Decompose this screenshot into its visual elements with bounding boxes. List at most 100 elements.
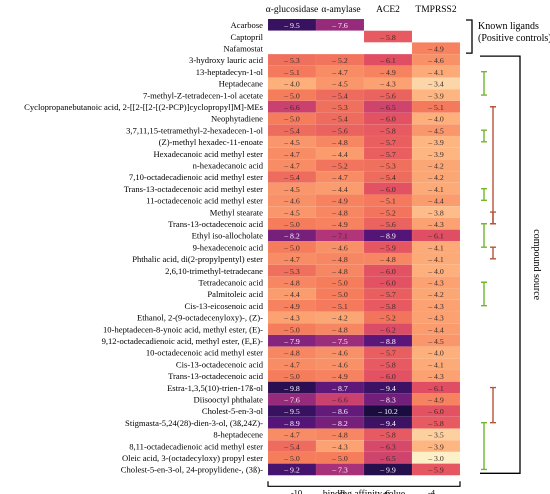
column-header-tmprss2: TMPRSS2 [415, 5, 456, 15]
row-label-12: n-hexadecanoic acid [193, 161, 264, 171]
cell-value-label: – 5.7 [379, 349, 396, 358]
cell-value-label: – 5.0 [283, 325, 300, 334]
row-label-6: 7-methyl-Z-tetradecen-1-ol acetate [143, 90, 263, 100]
heatmap-cell [411, 463, 461, 476]
heatmap-cell-empty [316, 30, 364, 43]
cell-value-label: – 4.7 [331, 173, 348, 182]
cell-value-label: – 5.1 [379, 197, 396, 206]
cell-value-label: – 4.4 [427, 325, 444, 334]
row-label-19: 9-hexadecenoic acid [193, 242, 264, 252]
cell-value-label: – 4.0 [427, 115, 444, 124]
row-label-26: 10-heptadecen-8-ynoic acid, methyl ester… [103, 324, 263, 334]
row-label-13: 7,10-octadecadienoic acid methyl ester [129, 172, 263, 182]
cell-value-label: – 4.3 [427, 372, 444, 381]
cell-value-label: – 4.5 [427, 337, 444, 346]
cell-value-label: – 6.1 [427, 384, 444, 393]
row-label-25: Ethanol, 2-(9-octadecenyloxy)-, (Z)- [137, 313, 263, 323]
cell-value-label: – 4.6 [331, 243, 348, 252]
cell-value-label: – 4.5 [283, 185, 300, 194]
cell-value-label: – 7.6 [331, 21, 348, 30]
heatmap-cell-empty [268, 30, 316, 43]
cell-value-label: – 4.1 [427, 68, 444, 77]
cell-value-label: – 9.9 [379, 466, 396, 475]
cell-value-label: – 5.0 [283, 372, 300, 381]
row-label-3: 3-hydroxy lauric acid [189, 55, 264, 65]
cell-value-label: – 5.2 [379, 314, 396, 323]
cell-value-label: – 5.6 [379, 91, 396, 100]
cell-value-label: – 5.0 [283, 115, 300, 124]
cell-value-label: – 8.3 [379, 396, 396, 405]
cell-value-label: – 4.7 [283, 360, 300, 369]
colorbar-title: binding affinity value [323, 488, 405, 494]
source-sub-bracket [481, 70, 487, 96]
source-sub-bracket [490, 246, 496, 260]
cell-value-label: – 3.9 [427, 91, 444, 100]
cell-value-label: – 4.8 [331, 325, 348, 334]
cell-value-label: – 4.7 [283, 162, 300, 171]
cell-value-label: – 5.8 [379, 33, 396, 42]
cell-value-label: – 6.1 [427, 232, 444, 241]
column-header-amylase: α-amylase [321, 5, 360, 15]
group-label-positive-controls-line-1: (Positive controls) [478, 33, 550, 44]
row-label-5: Heptadecane [219, 79, 264, 89]
row-label-32: Diisooctyl phthalate [194, 395, 264, 405]
cell-value-label: – 6.0 [379, 372, 396, 381]
colorbar-tick-label: -6 [383, 487, 390, 494]
row-label-17: Trans-13-octadecenoic acid [168, 219, 264, 229]
row-label-31: Estra-1,3,5(10)-trien-17ß-ol [167, 383, 264, 393]
cell-value-label: – 3.9 [427, 138, 444, 147]
cell-value-label: – 4.3 [427, 279, 444, 288]
row-label-10: (Z)-methyl hexadec-11-enoate [159, 137, 264, 147]
row-label-9: 3,7,11,15-tetramethyl-2-hexadecen-1-ol [126, 125, 263, 135]
source-sub-bracket [481, 129, 487, 143]
cell-value-label: – 5.3 [283, 56, 300, 65]
cell-value-label: – 5.8 [427, 419, 444, 428]
cell-value-label: – 5.0 [331, 454, 348, 463]
source-sub-bracket [481, 187, 487, 202]
cell-value-label: – 5.8 [379, 431, 396, 440]
heatmap-cell [411, 112, 461, 125]
cell-value-label: – 8.6 [331, 407, 348, 416]
colorbar-tick-label: -8 [338, 487, 345, 494]
cell-value-label: – 4.1 [427, 243, 444, 252]
cell-value-label: – 10.2 [377, 407, 398, 416]
cell-value-label: – 5.4 [331, 115, 348, 124]
cell-value-label: – 7.1 [331, 232, 348, 241]
cell-value-label: – 4.8 [331, 255, 348, 264]
source-sub-bracket [481, 421, 487, 471]
cell-value-label: – 7.9 [283, 337, 300, 346]
cell-value-label: – 4.3 [427, 220, 444, 229]
cell-value-label: – 5.8 [379, 126, 396, 135]
cell-value-label: – 4.4 [283, 290, 300, 299]
cell-value-label: – 4.6 [283, 197, 300, 206]
colorbar-axis-bracket [267, 481, 461, 487]
row-label-1: Captopril [231, 32, 264, 42]
row-label-33: Cholest-5-en-3-ol [202, 406, 264, 416]
cell-value-label: – 4.9 [283, 302, 300, 311]
cell-value-label: – 5.0 [283, 243, 300, 252]
cell-value-label: – 5.9 [379, 243, 396, 252]
cell-value-label: – 5.4 [379, 173, 396, 182]
cell-value-label: – 4.3 [427, 314, 444, 323]
cell-value-label: – 4.6 [331, 349, 348, 358]
cell-value-label: – 8.8 [379, 337, 396, 346]
cell-value-label: – 4.9 [427, 45, 444, 54]
cell-value-label: – 7.6 [283, 396, 300, 405]
cell-value-label: – 4.6 [427, 56, 444, 65]
heatmap-cell [411, 53, 461, 66]
positive-controls-bracket [466, 19, 473, 54]
source-sub-bracket [481, 281, 487, 307]
cell-value-label: – 4.9 [427, 396, 444, 405]
cell-value-label: – 4.0 [427, 267, 444, 276]
cell-value-label: – 6.6 [283, 103, 300, 112]
row-label-24: Cis-13-eicosenoic acid [184, 301, 263, 311]
row-label-21: 2,6,10-trimethyl-tetradecane [165, 266, 263, 276]
cell-value-label: – 5.6 [379, 220, 396, 229]
cell-value-label: – 6.3 [379, 442, 396, 451]
cell-value-label: – 4.2 [331, 314, 348, 323]
cell-value-label: – 4.2 [427, 162, 444, 171]
cell-value-label: – 4.8 [283, 279, 300, 288]
cell-value-label: – 9.5 [283, 21, 300, 30]
cell-value-label: – 4.5 [283, 138, 300, 147]
